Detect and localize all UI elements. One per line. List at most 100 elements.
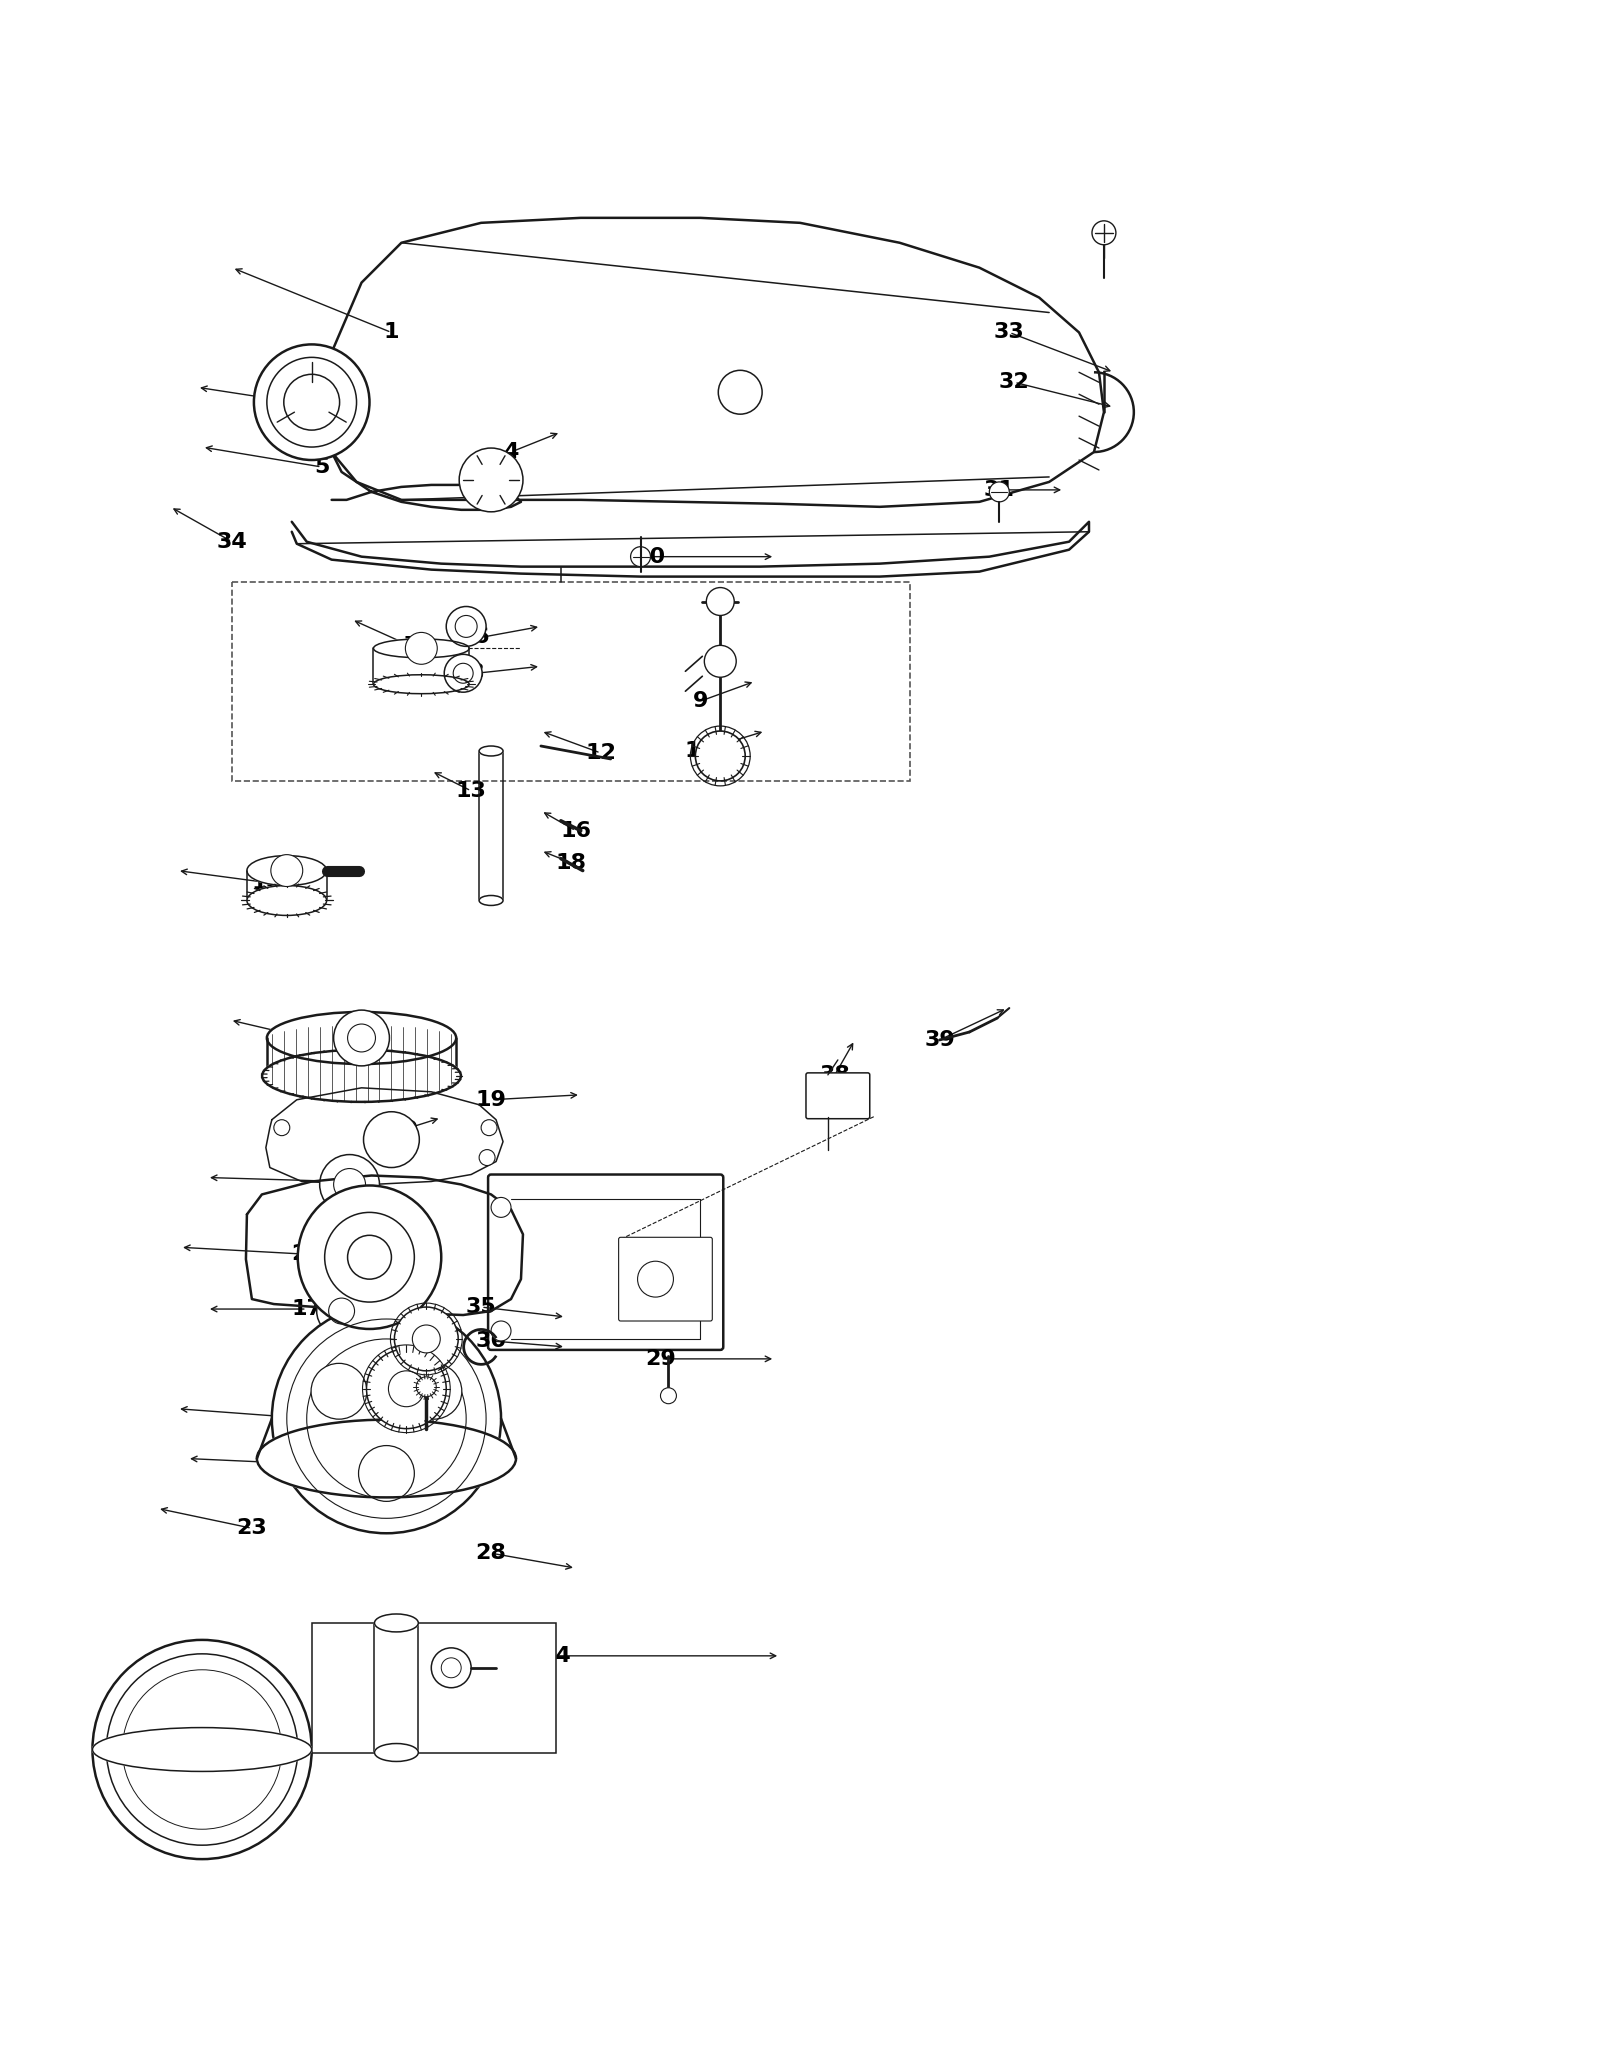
Text: 23: 23	[237, 1517, 267, 1538]
Circle shape	[696, 731, 746, 780]
Polygon shape	[331, 217, 1104, 507]
Polygon shape	[266, 1089, 502, 1184]
Circle shape	[274, 1120, 290, 1136]
Text: 9: 9	[693, 691, 709, 712]
Text: 18: 18	[555, 853, 586, 874]
Text: 33: 33	[994, 323, 1024, 342]
Text: 31: 31	[984, 480, 1014, 499]
Text: 27: 27	[470, 1668, 501, 1687]
Circle shape	[989, 482, 1010, 501]
Text: 4: 4	[504, 443, 518, 462]
Circle shape	[93, 1639, 312, 1859]
FancyBboxPatch shape	[806, 1072, 870, 1118]
Text: 28: 28	[475, 1544, 507, 1563]
Circle shape	[432, 1648, 470, 1687]
Circle shape	[283, 375, 339, 431]
Text: 12: 12	[586, 743, 616, 764]
Text: 21: 21	[296, 1410, 326, 1428]
Text: 14: 14	[251, 874, 282, 892]
Ellipse shape	[246, 886, 326, 915]
Text: 7: 7	[403, 635, 419, 656]
Circle shape	[395, 1306, 458, 1370]
Circle shape	[334, 1170, 365, 1201]
Text: 32: 32	[998, 373, 1030, 393]
Circle shape	[718, 371, 762, 414]
Text: 25: 25	[454, 1656, 485, 1677]
Text: 17: 17	[291, 1300, 322, 1319]
Text: 30: 30	[387, 1120, 419, 1141]
Polygon shape	[331, 451, 522, 509]
Circle shape	[389, 1370, 424, 1408]
Ellipse shape	[478, 896, 502, 905]
Circle shape	[270, 855, 302, 886]
Circle shape	[310, 1364, 366, 1420]
Text: 3: 3	[254, 387, 269, 408]
Text: 11: 11	[685, 741, 715, 762]
Circle shape	[661, 1387, 677, 1403]
Ellipse shape	[373, 675, 469, 693]
Circle shape	[413, 1325, 440, 1354]
Text: 19: 19	[475, 1089, 507, 1110]
Text: 5: 5	[314, 457, 330, 476]
Circle shape	[416, 1377, 437, 1397]
Circle shape	[347, 1236, 392, 1279]
Ellipse shape	[93, 1728, 312, 1772]
Text: 36: 36	[475, 1331, 507, 1352]
Text: 37: 37	[421, 1687, 451, 1708]
Circle shape	[706, 588, 734, 615]
Text: 38: 38	[819, 1064, 850, 1085]
Bar	[312, 1623, 555, 1753]
Text: 6: 6	[474, 627, 490, 648]
Ellipse shape	[258, 1420, 515, 1497]
Ellipse shape	[262, 1049, 461, 1101]
Circle shape	[478, 1149, 494, 1165]
Circle shape	[317, 1285, 366, 1335]
Circle shape	[366, 1350, 446, 1428]
Bar	[232, 582, 910, 780]
Circle shape	[491, 1196, 510, 1217]
Polygon shape	[291, 522, 1090, 578]
Circle shape	[1091, 221, 1115, 244]
Circle shape	[272, 1304, 501, 1534]
Text: 36: 36	[426, 1670, 456, 1689]
Circle shape	[459, 447, 523, 511]
Ellipse shape	[267, 1012, 456, 1064]
Text: 26: 26	[176, 1735, 208, 1755]
Ellipse shape	[373, 640, 469, 658]
Circle shape	[491, 1321, 510, 1341]
Ellipse shape	[374, 1615, 418, 1631]
Circle shape	[320, 1155, 379, 1215]
FancyBboxPatch shape	[619, 1238, 712, 1321]
Text: 35: 35	[466, 1298, 496, 1317]
Circle shape	[347, 1025, 376, 1052]
Circle shape	[704, 646, 736, 677]
Ellipse shape	[374, 1743, 418, 1762]
Text: 16: 16	[560, 820, 592, 840]
Text: 29: 29	[645, 1350, 675, 1368]
Circle shape	[358, 1445, 414, 1501]
Circle shape	[405, 633, 437, 664]
Circle shape	[254, 344, 370, 460]
Text: 15: 15	[322, 1035, 352, 1056]
Ellipse shape	[246, 855, 326, 886]
Text: 39: 39	[925, 1031, 955, 1049]
Circle shape	[334, 1010, 389, 1066]
Polygon shape	[246, 1176, 523, 1314]
Circle shape	[482, 1120, 498, 1136]
Text: 10: 10	[635, 546, 666, 567]
Text: 20: 20	[291, 1244, 322, 1265]
Text: 34: 34	[216, 532, 248, 553]
Circle shape	[298, 1186, 442, 1329]
Circle shape	[446, 607, 486, 646]
FancyBboxPatch shape	[488, 1174, 723, 1350]
Circle shape	[363, 1112, 419, 1167]
Text: 17: 17	[326, 1172, 357, 1192]
Ellipse shape	[478, 745, 502, 756]
Circle shape	[637, 1261, 674, 1298]
Circle shape	[406, 1364, 462, 1420]
Text: 1: 1	[384, 323, 398, 342]
Text: 24: 24	[541, 1646, 571, 1666]
Text: 13: 13	[456, 780, 486, 801]
Circle shape	[630, 546, 651, 567]
Text: 8: 8	[469, 662, 483, 683]
